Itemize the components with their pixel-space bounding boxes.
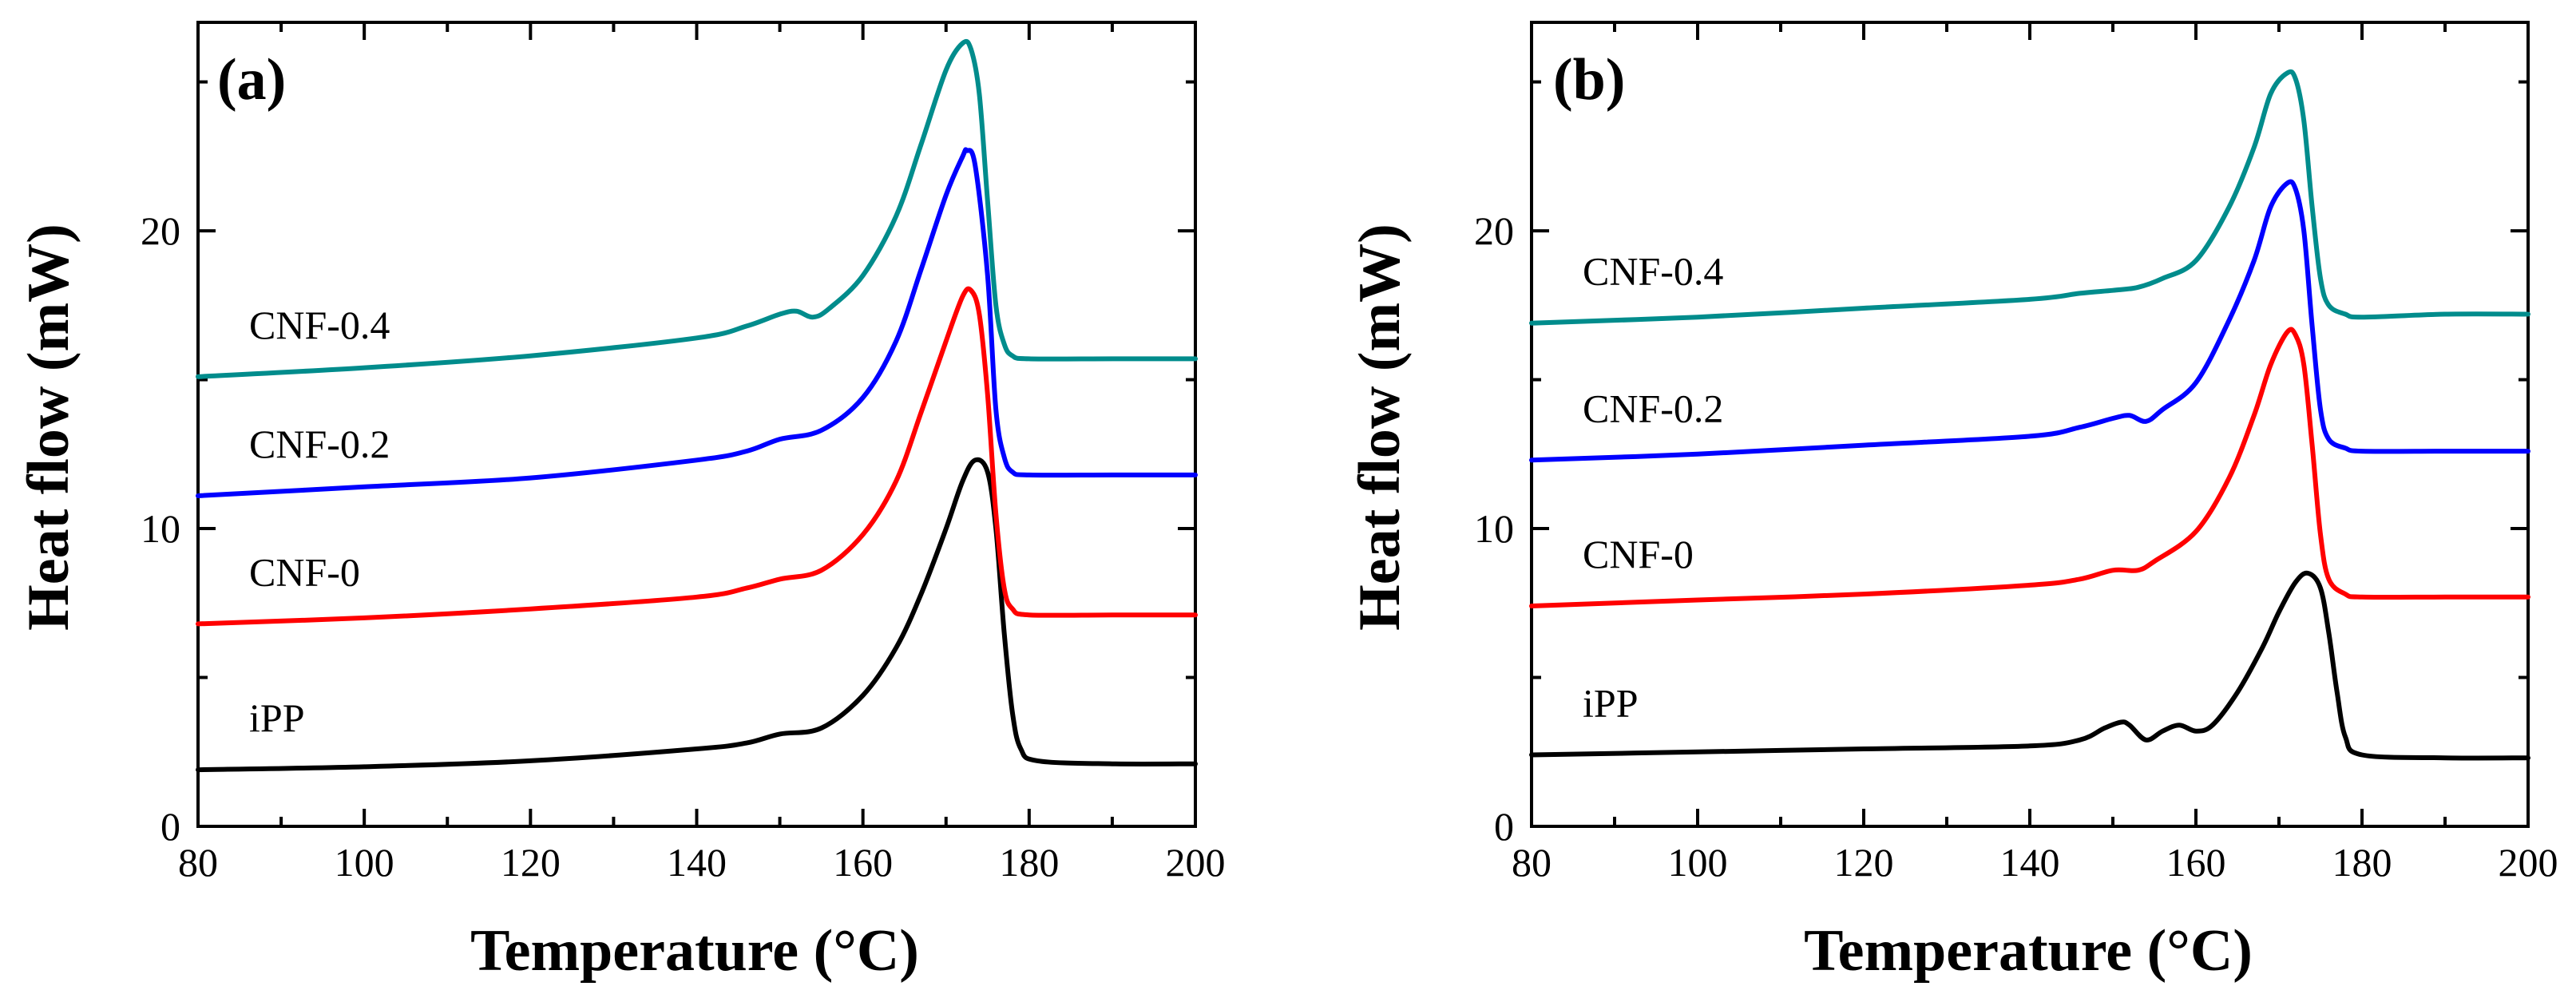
x-tick-label-b: 180 <box>2332 840 2392 885</box>
panel-a-label: (a) <box>217 47 286 113</box>
y-tick-label-b: 10 <box>1474 506 1514 551</box>
x-tick-label-b: 140 <box>2000 840 2060 885</box>
panel-a-x-axis-title: Temperature (°C) <box>470 918 919 984</box>
y-tick-label-b: 20 <box>1474 208 1514 253</box>
x-tick-label-a: 160 <box>833 840 893 885</box>
x-tick-label-a: 140 <box>667 840 727 885</box>
series-line-cnf-0-2-b <box>1529 179 2530 463</box>
x-tick-label-b: 200 <box>2499 840 2558 885</box>
series-label-cnf-0-2-a: CNF-0.2 <box>249 422 390 466</box>
series-line-cnf-0-b <box>1529 327 2530 608</box>
series-label-cnf-0-b: CNF-0 <box>1583 532 1694 576</box>
y-tick-label-a: 10 <box>141 506 180 551</box>
series-line-cnf-0-a <box>196 286 1198 627</box>
panel-b-x-axis-title: Temperature (°C) <box>1804 918 2253 984</box>
series-line-cnf-0-4-b <box>1529 69 2530 326</box>
panel-b: (b) Heat flow (mW) Temperature (°C) 80 10… <box>1347 21 2558 984</box>
panel-a: (a) Heat flow (mW) Temperature (°C) 80 10… <box>16 21 1226 984</box>
x-tick-label-b: 80 <box>1512 840 1552 885</box>
series-label-cnf-0-4-a: CNF-0.4 <box>249 303 390 347</box>
series-label-cnf-0-4-b: CNF-0.4 <box>1583 249 1723 294</box>
series-label-ipp-a: iPP <box>249 695 305 740</box>
x-tick-label-a: 120 <box>501 840 561 885</box>
series-line-cnf-0-2-a <box>196 147 1198 498</box>
y-tick-label-a: 0 <box>161 804 180 849</box>
y-tick-label-b: 0 <box>1494 804 1514 849</box>
panel-a-y-axis-title: Heat flow (mW) <box>16 224 81 631</box>
y-tick-label-a: 20 <box>141 208 180 253</box>
series-line-cnf-0-4-a <box>196 38 1198 379</box>
panel-b-y-axis-title: Heat flow (mW) <box>1347 224 1413 631</box>
series-label-ipp-b: iPP <box>1583 680 1639 725</box>
x-tick-label-a: 200 <box>1166 840 1226 885</box>
series-line-ipp-b <box>1529 570 2530 761</box>
x-tick-label-a: 100 <box>335 840 394 885</box>
panel-b-label: (b) <box>1553 47 1625 113</box>
series-label-cnf-0-a: CNF-0 <box>249 549 360 594</box>
series-line-ipp-a <box>196 457 1198 773</box>
x-tick-label-a: 80 <box>178 840 218 885</box>
x-tick-label-a: 180 <box>999 840 1059 885</box>
x-tick-label-b: 100 <box>1668 840 1728 885</box>
x-tick-label-b: 120 <box>1834 840 1894 885</box>
x-tick-label-b: 160 <box>2166 840 2226 885</box>
series-label-cnf-0-2-b: CNF-0.2 <box>1583 386 1723 430</box>
